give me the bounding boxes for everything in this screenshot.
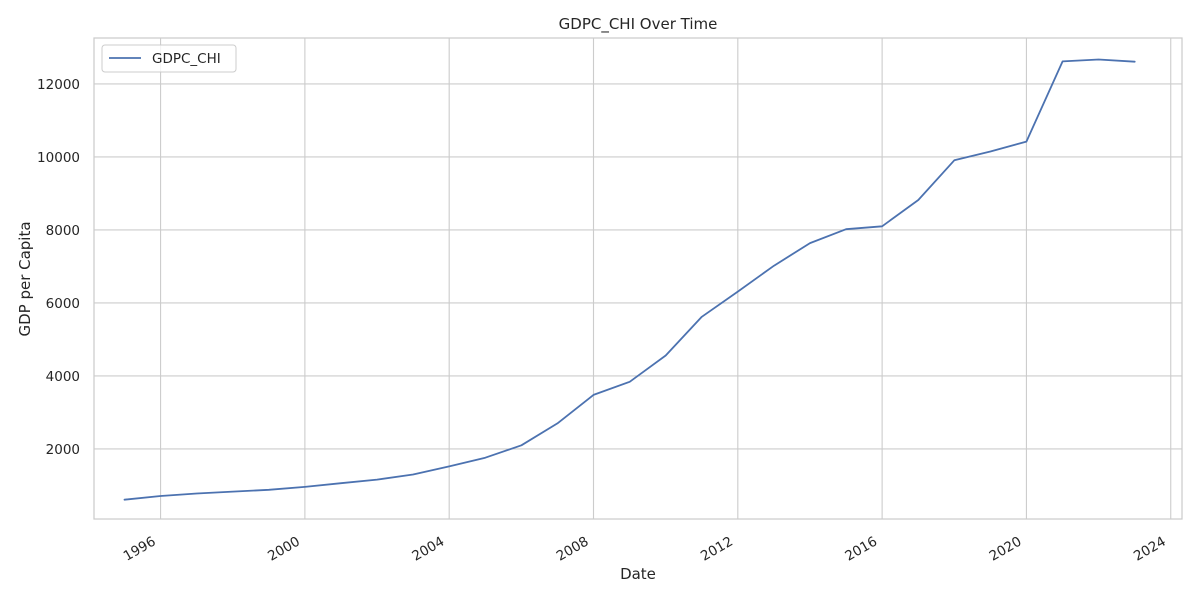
x-tick-label: 2016: [842, 534, 880, 565]
y-tick-label: 6000: [46, 296, 80, 312]
legend-box: [101, 44, 237, 73]
y-axis-label: GDP per Capita: [16, 221, 34, 336]
y-tick-label: 10000: [37, 150, 80, 166]
y-tick-label: 2000: [46, 442, 80, 458]
legend: GDPC_CHI: [101, 44, 237, 73]
x-tick-label: 2008: [554, 534, 592, 565]
y-tick-labels: 2000 4000 6000 8000 10000 12000: [37, 77, 80, 458]
x-tick-label: 2012: [698, 534, 736, 565]
series-line: [123, 58, 1136, 501]
legend-label: GDPC_CHI: [152, 51, 221, 67]
x-tick-label: 1996: [121, 534, 159, 565]
y-tick-label: 8000: [46, 223, 80, 239]
x-tick-labels: 1996 2000 2004 2008 2012 2016 2020 2024: [121, 534, 1169, 565]
x-tick-label: 2004: [409, 534, 447, 565]
x-tick-label: 2020: [987, 534, 1025, 565]
plot-frame: [93, 37, 1183, 520]
series-layer: [123, 58, 1136, 501]
x-axis-label: Date: [620, 565, 656, 583]
x-tick-label: 2024: [1131, 534, 1169, 565]
plot-background: [94, 38, 1182, 519]
chart-title: GDPC_CHI Over Time: [559, 15, 718, 34]
y-tick-label: 4000: [46, 369, 80, 385]
y-tick-label: 12000: [37, 77, 80, 93]
x-tick-label: 2000: [265, 534, 303, 565]
grid-lines: [94, 38, 1182, 519]
